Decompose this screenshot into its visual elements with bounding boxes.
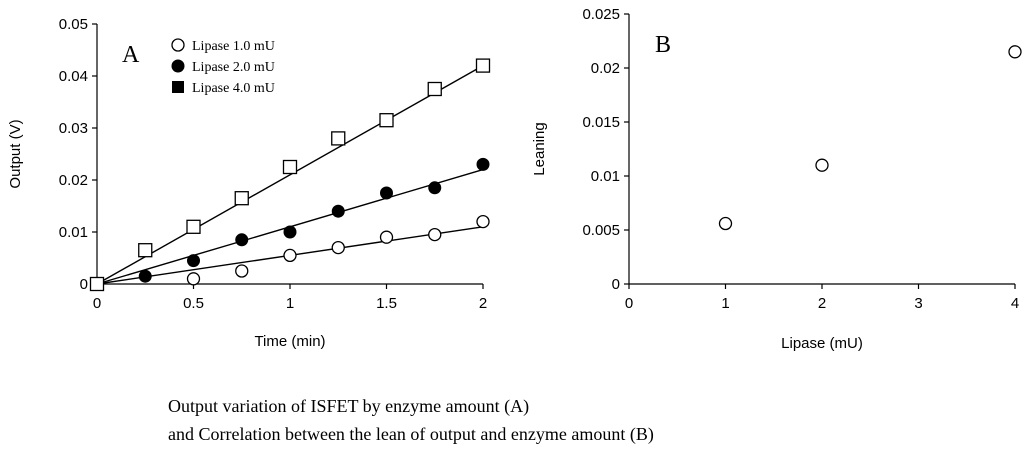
- legend-label: Lipase 2.0 mU: [192, 60, 275, 75]
- caption-line-1: Output variation of ISFET by enzyme amou…: [168, 396, 530, 416]
- x-tick-label: 3: [914, 295, 922, 312]
- data-point-series-2: [331, 204, 345, 218]
- data-point-series-2: [187, 254, 200, 268]
- data-point-series-3: [282, 159, 298, 175]
- x-axis-title: Lipase (mU): [781, 335, 863, 352]
- x-tick-label: 1.5: [376, 295, 397, 312]
- data-point-series-1: [186, 272, 201, 286]
- panel-label: A: [122, 42, 140, 68]
- data-point-series-1: [718, 216, 733, 231]
- data-point-series-3: [89, 276, 105, 292]
- data-point-series-2: [476, 157, 490, 171]
- x-tick-label: 0.5: [183, 295, 204, 312]
- data-point-series-2: [380, 186, 393, 200]
- figure-charts: 0 0.01 0.02 0.03 0.04 0.05 0 0.5 1 1.5 2 Time (min)…: [7, 6, 1022, 352]
- data-point-series-1: [235, 264, 249, 278]
- panel-label: B: [655, 32, 671, 58]
- x-tick-label: 4: [1011, 295, 1019, 312]
- data-point-series-3: [379, 113, 394, 128]
- x-tick-label: 2: [818, 295, 826, 312]
- x-tick-label: 0: [93, 295, 101, 312]
- data-point-series-1: [1008, 45, 1022, 59]
- data-point-series-3: [475, 58, 491, 73]
- y-tick-label: 0.04: [59, 68, 88, 85]
- data-point-series-2: [235, 233, 249, 247]
- x-tick-label: 1: [721, 295, 729, 312]
- data-point-series-2: [428, 181, 442, 195]
- chart-a: 0 0.01 0.02 0.03 0.04 0.05 0 0.5 1 1.5 2 Time (min)…: [7, 16, 491, 350]
- x-tick-label: 1: [286, 295, 294, 312]
- legend-marker: [171, 59, 185, 73]
- caption-line-2: and Correlation between the lean of outp…: [168, 424, 654, 444]
- x-tick-label: 0: [625, 295, 633, 312]
- data-point-series-2: [283, 225, 297, 239]
- figure-caption: Output variation of ISFET by enzyme amou…: [168, 392, 988, 448]
- legend-marker: [172, 81, 184, 93]
- data-point-series-3: [186, 219, 201, 234]
- y-tick-label: 0.01: [591, 168, 620, 185]
- data-point-series-1: [283, 248, 297, 263]
- chart-b: 0 0.005 0.01 0.015 0.02 0.025 0 1 2 3 4 Lipase (mU)…: [531, 6, 1022, 352]
- legend-marker: [171, 38, 185, 52]
- data-point-series-1: [476, 214, 490, 229]
- data-point-series-3: [331, 131, 346, 146]
- legend: Lipase 1.0 mU Lipase 2.0 mU Lipase 4.0 mU: [171, 38, 275, 96]
- y-tick-label: 0.02: [591, 60, 620, 77]
- legend-label: Lipase 1.0 mU: [192, 39, 275, 54]
- y-tick-label: 0.025: [582, 6, 620, 23]
- y-tick-label: 0.05: [59, 16, 88, 33]
- y-tick-label: 0.02: [59, 172, 88, 189]
- y-axis-title: Leaning: [531, 122, 548, 175]
- data-point-series-1: [331, 240, 345, 255]
- y-tick-label: 0: [80, 276, 88, 293]
- x-tick-label: 2: [479, 295, 487, 312]
- y-tick-label: 0.03: [59, 120, 88, 137]
- data-point-series-2: [138, 269, 152, 283]
- y-tick-label: 0: [612, 276, 620, 293]
- y-tick-label: 0.015: [582, 114, 620, 131]
- data-point-series-3: [234, 191, 249, 206]
- trend-line-series-3: [96, 64, 484, 285]
- y-tick-label: 0.005: [582, 222, 620, 239]
- legend-label: Lipase 4.0 mU: [192, 81, 275, 96]
- data-point-series-3: [427, 81, 442, 97]
- data-point-series-1: [428, 227, 442, 242]
- y-axis-title: Output (V): [7, 119, 24, 188]
- data-point-series-3: [138, 243, 153, 258]
- x-axis-title: Time (min): [254, 333, 325, 350]
- data-point-series-1: [815, 158, 829, 172]
- y-tick-label: 0.01: [59, 224, 88, 241]
- data-point-series-1: [379, 230, 394, 244]
